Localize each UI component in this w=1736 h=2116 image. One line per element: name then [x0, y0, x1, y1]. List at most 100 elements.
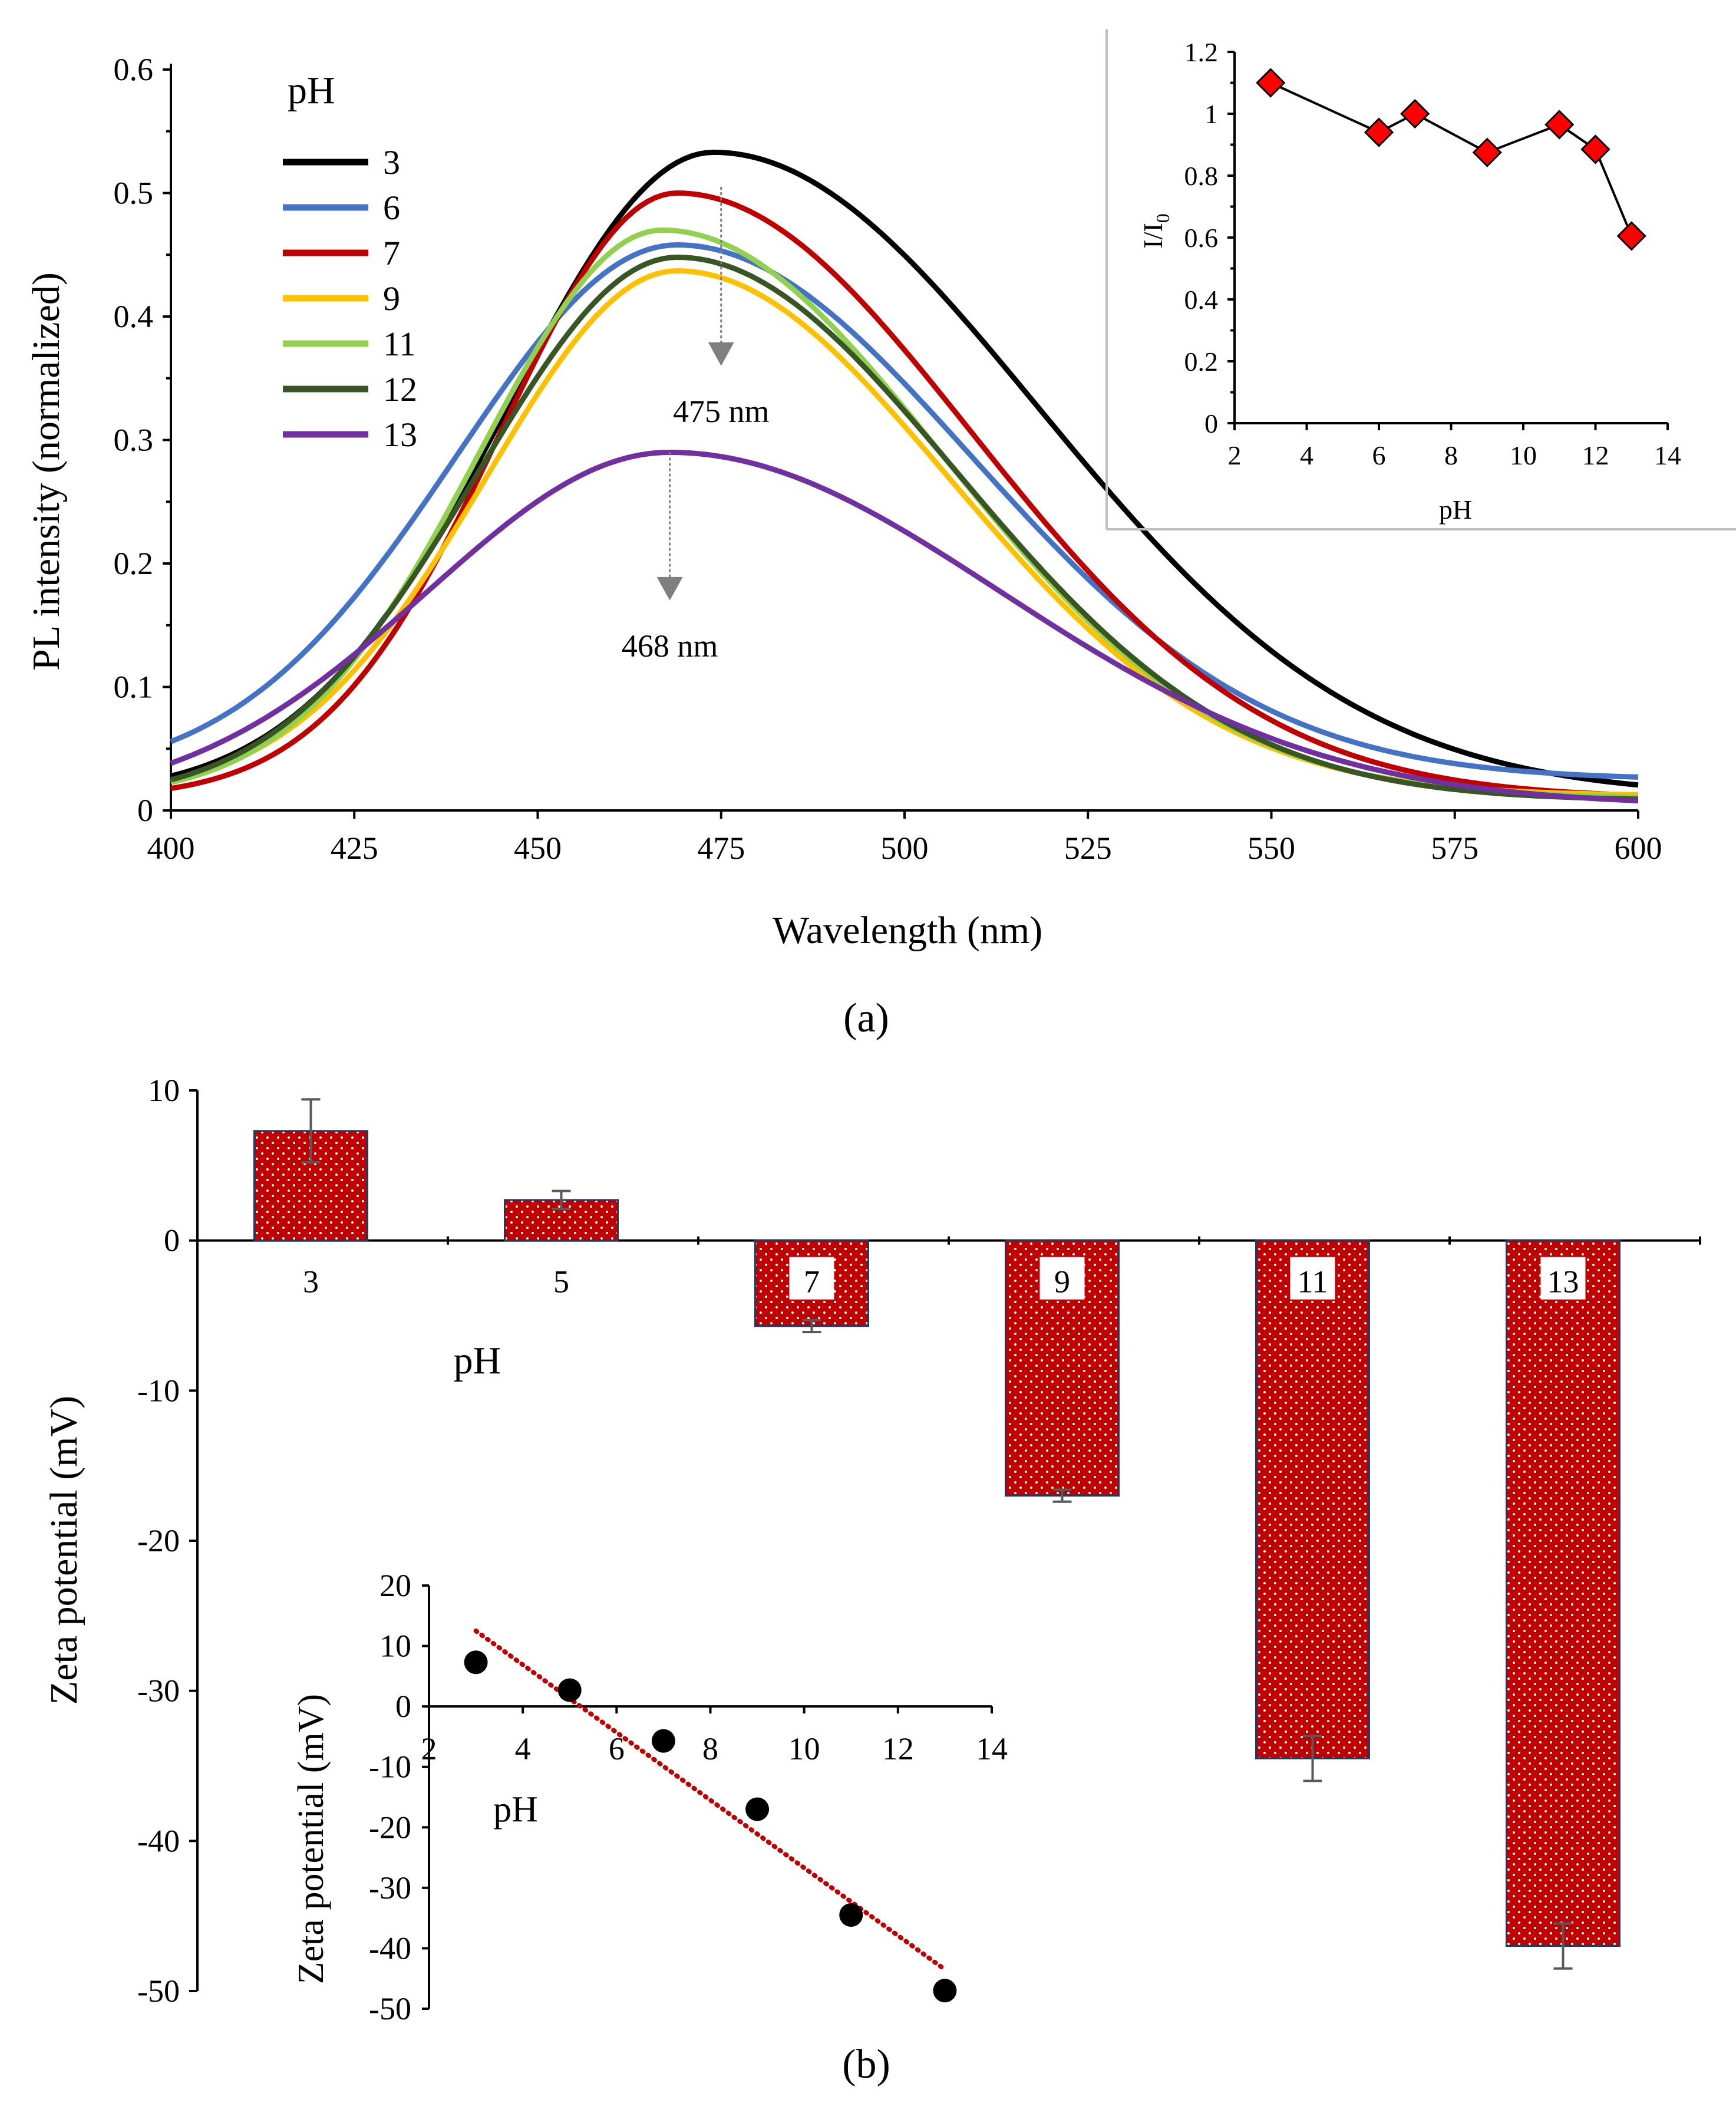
- legend-label-ph-3: 3: [383, 143, 400, 182]
- panel-a-ylabel: PL intensity (normalized): [25, 272, 68, 671]
- inset-x-tick-label: 8: [1444, 440, 1458, 470]
- y-tick-label: 0: [164, 1223, 180, 1258]
- x-tick-label: 575: [1431, 830, 1478, 866]
- inset-point-ph-7: [651, 1729, 675, 1753]
- x-tick-label: 500: [881, 830, 929, 866]
- annotation-arrow: [656, 576, 683, 601]
- inset-x-tick-label: 10: [788, 1731, 820, 1766]
- legend-title: pH: [288, 69, 335, 112]
- y-tick-label: -20: [137, 1523, 180, 1558]
- inset-marker-ph-13: [1616, 221, 1646, 251]
- x-tick-label: 525: [1064, 830, 1112, 866]
- series-line-ph-6: [170, 242, 1639, 780]
- annotation-arrow: [708, 342, 734, 366]
- legend-label-ph-7: 7: [383, 234, 400, 272]
- inset-a-ylabel-main: I/I: [1138, 223, 1168, 248]
- y-tick-label: 0.6: [114, 52, 154, 87]
- inset-point-ph-3: [464, 1650, 488, 1675]
- y-tick-label: 0.5: [114, 176, 154, 211]
- inset-y-tick-label: 0.4: [1184, 285, 1219, 315]
- x-tick-label: 475: [697, 830, 745, 866]
- panel-b-caption: (b): [842, 2042, 890, 2087]
- series-line-ph-7: [170, 190, 1639, 798]
- inset-b-ylabel: Zeta potential (mV): [291, 1694, 331, 1984]
- category-label-ph-13: 13: [1547, 1264, 1579, 1300]
- inset-y-tick-label: 0: [1204, 408, 1218, 439]
- inset-line: [1270, 81, 1633, 237]
- inset-x-tick-label: 2: [1228, 440, 1242, 470]
- category-label-ph-9: 9: [1054, 1264, 1070, 1300]
- panel-a-xlabel: Wavelength (nm): [773, 909, 1042, 952]
- y-tick-label: 0.1: [114, 670, 154, 705]
- y-tick-label: 0.4: [114, 299, 154, 334]
- inset-y-tick-label: -20: [369, 1810, 411, 1845]
- inset-x-tick-label: 6: [609, 1731, 625, 1766]
- panel-a-curves: [170, 149, 1639, 803]
- panel-a-inset: 00.20.40.60.811.22 4 6 8 10 12 14 pH I/I0: [1105, 29, 1736, 530]
- inset-x-tick-label: 4: [515, 1731, 531, 1766]
- category-label-ph-7: 7: [804, 1264, 820, 1300]
- annotation-label: 468 nm: [622, 628, 718, 664]
- y-tick-label: -10: [137, 1373, 180, 1408]
- category-label-bg: [1290, 1257, 1335, 1300]
- legend-label-ph-12: 12: [383, 370, 417, 408]
- inset-x-tick-label: 10: [1510, 440, 1537, 470]
- inset-marker-ph-9: [1472, 137, 1502, 167]
- inset-y-tick-label: -50: [369, 1991, 411, 2026]
- inset-y-tick-label: 20: [379, 1568, 411, 1603]
- panel-b-inset: -50 -40 -30 -20 -10 0 10 20 2 4 6 8 10 12 14 pH Zeta p…: [291, 1568, 1008, 2026]
- bar-ph-13: [1506, 1240, 1621, 1947]
- inset-y-tick-label: 0.6: [1184, 223, 1219, 253]
- inset-b-plot: [464, 1628, 957, 2003]
- y-tick-label: -40: [137, 1823, 180, 1858]
- category-label-bg: [789, 1257, 834, 1300]
- y-tick-label: 0: [137, 793, 153, 828]
- inset-a-ylabel: I/I0: [1138, 213, 1173, 248]
- inset-a-axes: 0 0.2 0.4 0.6 0.8 1 1.2 2 4 6 8 10 12 14: [1184, 37, 1682, 470]
- panel-b-xlabel: pH: [454, 1339, 501, 1382]
- inset-x-tick-label: 8: [702, 1731, 718, 1766]
- x-tick-label: 400: [147, 830, 195, 866]
- inset-y-tick-label: 10: [379, 1629, 411, 1664]
- panel-b: -50 -40 -30 -20 -10 0 10 3 5 7 9 11 13 pH Zeta pote…: [42, 1073, 1701, 2087]
- x-tick-label: 425: [331, 830, 378, 866]
- panel-a-caption: (a): [843, 996, 889, 1041]
- panel-a-annotations: 475 nm 468 nm: [622, 187, 770, 664]
- panel-b-bars: 3 5 7 9 11 13: [253, 1098, 1621, 1970]
- inset-y-tick-label: -40: [369, 1930, 411, 1966]
- inset-marker-ph-6: [1364, 117, 1394, 147]
- inset-a-ylabel-sub: 0: [1152, 213, 1173, 223]
- y-tick-label: 0.2: [114, 546, 154, 581]
- inset-x-tick-label: 2: [421, 1731, 437, 1766]
- x-tick-label: 550: [1247, 830, 1295, 866]
- category-label-bg: [1540, 1257, 1586, 1300]
- legend-label-ph-6: 6: [383, 189, 400, 227]
- series-line-ph-12: [170, 254, 1639, 802]
- inset-y-tick-label: 1.2: [1184, 37, 1219, 67]
- inset-point-ph-5: [557, 1678, 582, 1702]
- inset-y-tick-label: -30: [369, 1870, 411, 1906]
- inset-x-tick-label: 12: [882, 1731, 914, 1766]
- inset-y-tick-label: -10: [369, 1749, 411, 1785]
- legend-label-ph-9: 9: [383, 279, 400, 318]
- legend-label-ph-13: 13: [383, 416, 417, 454]
- series-line-ph-13: [170, 450, 1639, 803]
- category-label-ph-11: 11: [1298, 1264, 1328, 1300]
- panel-b-ylabel: Zeta potential (mV): [42, 1396, 85, 1705]
- inset-x-tick-label: 14: [976, 1731, 1008, 1766]
- inset-a-plot: [1256, 68, 1646, 251]
- inset-y-tick-label: 1: [1204, 99, 1218, 129]
- y-tick-label: 0.3: [114, 423, 154, 458]
- inset-x-tick-label: 4: [1300, 440, 1313, 470]
- panel-b-axes: -50 -40 -30 -20 -10 0 10: [137, 1073, 1701, 2009]
- inset-marker-ph-3: [1256, 68, 1286, 98]
- y-tick-label: 10: [148, 1073, 180, 1108]
- inset-point-ph-13: [933, 1979, 957, 2003]
- x-tick-label: 600: [1615, 830, 1662, 866]
- inset-y-tick-label: 0.2: [1184, 347, 1219, 377]
- x-tick-label: 450: [514, 830, 562, 866]
- inset-b-axes: -50 -40 -30 -20 -10 0 10 20 2 4 6 8 10 12 14: [369, 1568, 1008, 2026]
- inset-point-ph-9: [745, 1797, 770, 1821]
